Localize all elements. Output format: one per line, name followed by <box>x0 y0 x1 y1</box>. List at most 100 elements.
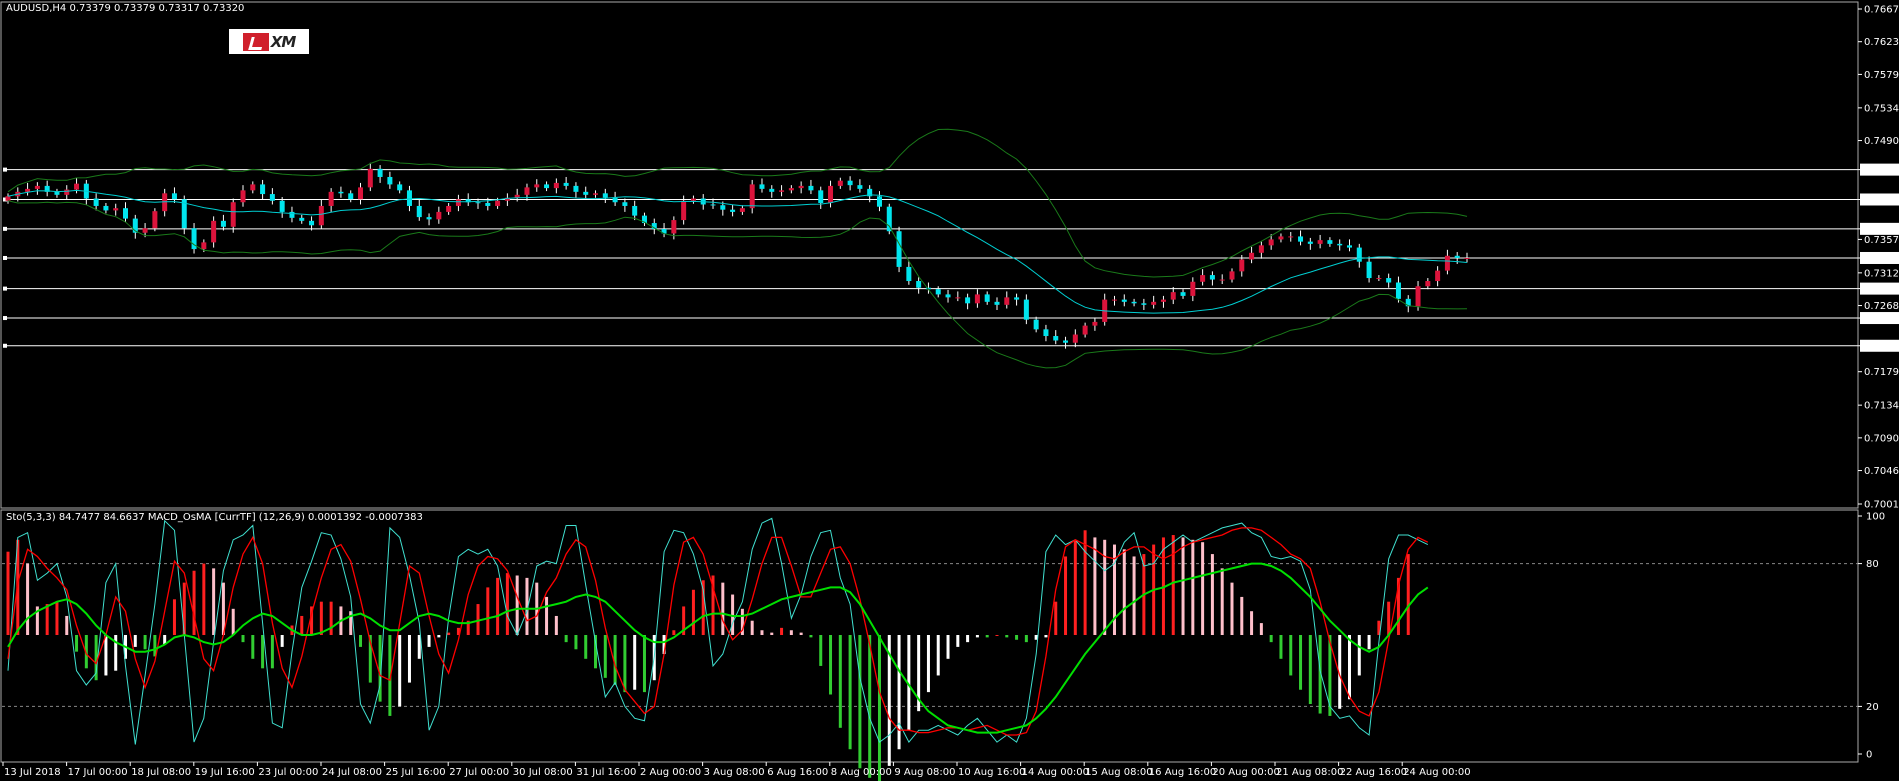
histogram-bar <box>182 582 186 635</box>
candle-body <box>1415 286 1421 307</box>
candle-body <box>828 185 834 203</box>
candle-body <box>377 168 383 177</box>
histogram-bar <box>505 573 509 635</box>
candle-body <box>710 204 716 206</box>
candle-body <box>309 220 315 226</box>
histogram-bar <box>476 604 480 635</box>
candle-body <box>436 211 442 220</box>
histogram-bar <box>456 627 460 635</box>
candle-body <box>1327 240 1333 244</box>
y-tick-label: 0.70010 <box>1864 500 1899 511</box>
candle-body <box>142 228 148 233</box>
x-tick-label: 13 Jul 2018 <box>4 767 61 778</box>
histogram-bar <box>907 635 911 731</box>
histogram-bar <box>1250 611 1254 635</box>
histogram-bar <box>1112 544 1116 635</box>
x-tick-label: 3 Aug 08:00 <box>704 767 765 778</box>
x-tick-label: 30 Jul 08:00 <box>513 767 573 778</box>
histogram-bar <box>858 635 862 769</box>
histogram-bar <box>1396 577 1400 635</box>
indicator-title: Sto(5,3,3) 84.7477 84.6637 MACD_OsMA [Cu… <box>6 512 423 523</box>
histogram-bar <box>45 604 49 635</box>
candle-body <box>1239 259 1245 272</box>
histogram-bar <box>359 635 363 647</box>
histogram-bar <box>829 635 833 695</box>
candle-body <box>1063 340 1069 343</box>
level-handle <box>3 343 7 348</box>
candle-body <box>211 220 217 243</box>
histogram-bar <box>1387 601 1391 635</box>
histogram-bar <box>270 635 274 669</box>
histogram-bar <box>1210 554 1214 635</box>
histogram-bar <box>1318 635 1322 714</box>
candle-body <box>534 184 540 188</box>
candle-body <box>759 184 765 189</box>
histogram-bar <box>545 596 549 635</box>
indicator-tick-label: 0 <box>1866 750 1872 761</box>
histogram-bar <box>1191 539 1195 635</box>
candle-body <box>152 211 158 229</box>
histogram-bar <box>623 635 627 693</box>
candle-body <box>446 205 452 212</box>
candle-body <box>93 198 99 206</box>
histogram-bar <box>956 635 960 647</box>
histogram-bar <box>6 551 10 635</box>
histogram-bar <box>319 601 323 635</box>
candle-body <box>1268 239 1274 246</box>
histogram-bar <box>114 635 118 671</box>
candle-body <box>612 197 618 203</box>
candle-body <box>171 193 177 200</box>
histogram-bar <box>417 635 421 659</box>
histogram-bar <box>378 635 382 702</box>
histogram-bar <box>926 635 930 693</box>
histogram-bar <box>447 632 451 635</box>
candle-body <box>54 191 60 195</box>
histogram-bar <box>1054 601 1058 635</box>
histogram-bar <box>133 635 137 647</box>
histogram-bar <box>1201 542 1205 635</box>
candle-body <box>455 199 461 206</box>
histogram-bar <box>427 635 431 647</box>
histogram-bar <box>202 563 206 635</box>
level-handle <box>3 316 7 321</box>
candle-body <box>1111 299 1117 301</box>
candle-body <box>5 196 11 201</box>
x-tick-label: 18 Jul 08:00 <box>131 767 191 778</box>
histogram-bar <box>1083 530 1087 635</box>
histogram-bar <box>75 635 79 652</box>
x-tick-label: 24 Aug 00:00 <box>1403 767 1470 778</box>
level-handle <box>3 197 7 202</box>
histogram-bar <box>1044 635 1048 638</box>
candle-body <box>1278 236 1284 240</box>
histogram-bar <box>985 635 989 638</box>
histogram-bar <box>261 635 265 669</box>
candle-body <box>230 202 236 227</box>
candle-body <box>847 180 853 186</box>
candle-body <box>1337 243 1343 246</box>
histogram-bar <box>1279 635 1283 659</box>
candle-body <box>720 205 726 210</box>
histogram-bar <box>329 601 333 635</box>
histogram-bar <box>809 635 813 638</box>
histogram-bar <box>251 635 255 659</box>
histogram-bar <box>1103 539 1107 635</box>
candle-body <box>641 215 647 224</box>
candle-body <box>769 188 775 192</box>
y-tick-label: 0.74509 <box>1864 165 1899 176</box>
candle-body <box>1376 278 1382 280</box>
histogram-bar <box>1357 635 1361 676</box>
histogram-bar <box>789 630 793 635</box>
x-tick-label: 14 Aug 00:00 <box>1022 767 1089 778</box>
price-panel <box>0 1 1859 509</box>
candle-body <box>916 281 922 288</box>
histogram-bar <box>613 635 617 685</box>
histogram-bar <box>221 582 225 635</box>
candle-body <box>886 206 892 232</box>
